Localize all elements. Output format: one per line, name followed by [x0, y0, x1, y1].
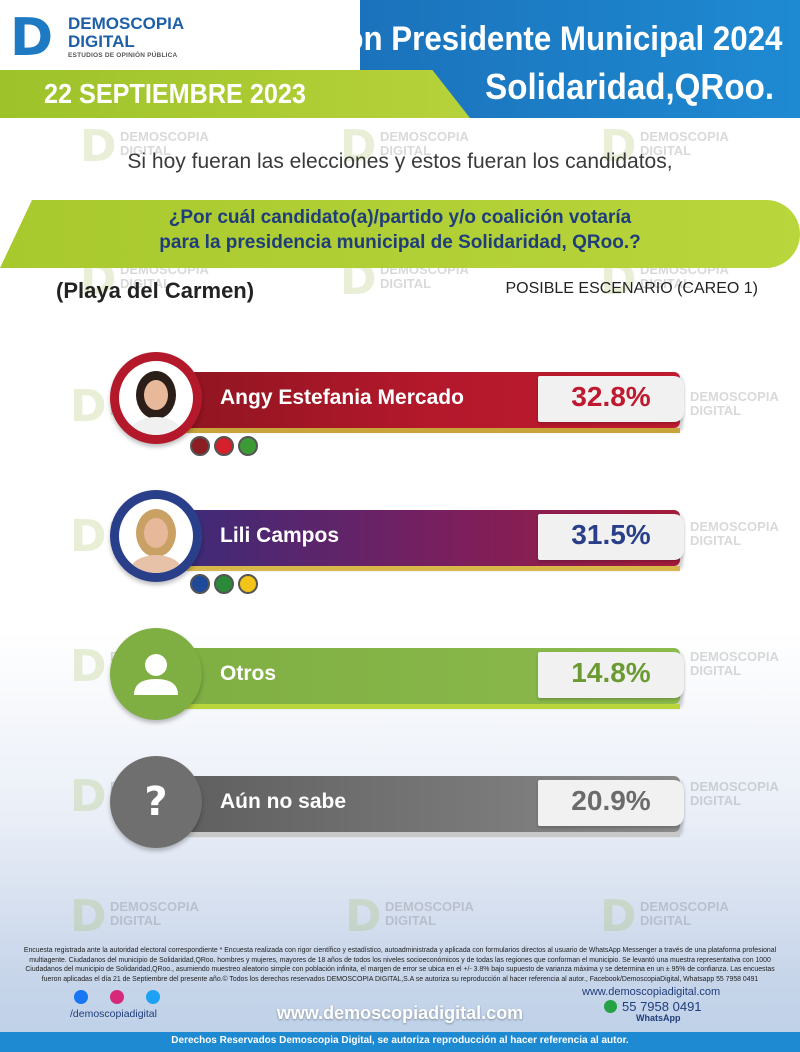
question-band [0, 200, 800, 268]
demoscopia-logo: D DEMOSCOPIA DIGITAL ESTUDIOS DE OPINIÓN… [10, 10, 210, 65]
category-label: Otros [220, 662, 277, 685]
watermark-d-icon: D [600, 891, 637, 942]
person-icon [119, 637, 193, 711]
page-title: Elección Presidente Municipal 2024 [253, 20, 782, 58]
whatsapp-label: WhatsApp [636, 1013, 681, 1023]
person-head [145, 654, 167, 676]
watermark-d-icon: D [345, 891, 382, 942]
party-logo-pri-icon [214, 574, 234, 594]
website-link[interactable]: www.demoscopiadigital.com [276, 1003, 524, 1023]
header: D DEMOSCOPIA DIGITAL ESTUDIOS DE OPINIÓN… [0, 0, 800, 118]
website-small[interactable]: www.demoscopiadigital.com [582, 986, 721, 998]
watermark-text: DEMOSCOPIA [110, 899, 199, 914]
face-shape [144, 518, 168, 548]
logo-tagline: ESTUDIOS DE OPINIÓN PÚBLICA [68, 52, 178, 59]
bar-row: Aún no sabe 20.9%? [110, 756, 700, 856]
party-logo-pt-icon [214, 436, 234, 456]
watermark-text: DEMOSCOPIA [120, 129, 209, 144]
category-label: Lili Campos [220, 524, 340, 547]
place-label: (Playa del Carmen) [56, 278, 255, 303]
bar-row: Angy Estefania Mercado 32.8% [110, 352, 700, 456]
bar-accent-strip [170, 832, 680, 837]
watermark-text: DIGITAL [110, 913, 162, 928]
value-box: 20.9% [538, 780, 684, 826]
candidate-silhouette-icon [130, 371, 182, 435]
header-green-band [0, 70, 470, 118]
value-label: 14.8% [571, 657, 651, 688]
whatsapp-icon [604, 1000, 617, 1013]
instagram-icon[interactable] [110, 990, 124, 1004]
party-logo-pan-icon [190, 574, 210, 594]
candidate-photo [119, 361, 193, 435]
value-box: 31.5% [538, 514, 684, 560]
logo-d-icon: D [10, 8, 54, 68]
party-logo-pvem-icon [238, 436, 258, 456]
watermark-d-icon: D [70, 891, 107, 942]
watermark-text: DIGITAL [385, 913, 437, 928]
question-intro: Si hoy fueran las elecciones y estos fue… [127, 150, 673, 173]
avatar-circle: ? [110, 756, 202, 848]
facebook-icon[interactable] [74, 990, 88, 1004]
question-line2: para la presidencia municipal de Solidar… [159, 232, 641, 253]
category-label: Aún no sabe [220, 790, 347, 813]
watermark-text: DEMOSCOPIA [690, 649, 779, 664]
page-subtitle: Solidaridad,QRoo. [485, 66, 774, 107]
value-label: 31.5% [571, 519, 651, 550]
survey-date: 22 SEPTIEMBRE 2023 [44, 78, 306, 109]
value-label: 32.8% [571, 381, 651, 412]
bar-row: Otros 14.8% [110, 628, 700, 728]
social-handle: /demoscopiadigital [70, 1008, 157, 1020]
logo-name-line2: DIGITAL [68, 32, 135, 51]
value-box: 32.8% [538, 376, 684, 422]
watermark-text: DIGITAL [380, 276, 432, 291]
logo-name-line1: DEMOSCOPIA [68, 14, 185, 33]
body-shape [130, 417, 182, 435]
watermark-text: DEMOSCOPIA [640, 899, 729, 914]
face-shape [144, 380, 168, 410]
question-icon: ? [119, 765, 193, 839]
methodology-disclaimer: Encuesta registrada ante la autoridad el… [23, 947, 777, 983]
bar-accent-strip [170, 704, 680, 709]
category-label: Angy Estefania Mercado [220, 386, 464, 409]
value-label: 20.9% [571, 785, 651, 816]
footer-band [0, 1032, 800, 1052]
avatar-circle [110, 490, 202, 582]
bar-row: Lili Campos 31.5% [110, 490, 700, 594]
watermark-d-icon: D [70, 511, 107, 562]
watermark-text: DEMOSCOPIA [385, 899, 474, 914]
header-white-area [0, 0, 360, 70]
watermark-text: DEMOSCOPIA [690, 389, 779, 404]
whatsapp-phone: 55 7958 0491 [622, 999, 702, 1014]
avatar-circle [110, 628, 202, 720]
person-glyph [134, 654, 178, 695]
watermark-text: DIGITAL [640, 913, 692, 928]
rights-notice: Derechos Reservados Demoscopia Digital, … [171, 1035, 629, 1046]
person-torso [134, 679, 178, 695]
question-mark-glyph: ? [144, 779, 168, 825]
watermark-d-icon: D [70, 381, 107, 432]
avatar-circle [110, 352, 202, 444]
watermark-d-icon: D [70, 771, 107, 822]
watermark-text: DEMOSCOPIA [690, 779, 779, 794]
value-box: 14.8% [538, 652, 684, 698]
twitter-icon[interactable] [146, 990, 160, 1004]
candidate-silhouette-icon [130, 509, 182, 573]
party-logo-morena-icon [190, 436, 210, 456]
bar-accent-strip [170, 566, 680, 571]
scenario-label: POSIBLE ESCENARIO (CAREO 1) [505, 280, 758, 297]
party-logo-prd-icon [238, 574, 258, 594]
watermark-d-icon: D [70, 641, 107, 692]
candidate-photo [119, 499, 193, 573]
watermark-text: DEMOSCOPIA [690, 519, 779, 534]
body-shape [130, 555, 182, 573]
watermark-text: DEMOSCOPIA [640, 129, 729, 144]
bar-accent-strip [170, 428, 680, 433]
question-line1: ¿Por cuál candidato(a)/partido y/o coali… [168, 207, 632, 228]
watermark-text: DEMOSCOPIA [380, 129, 469, 144]
